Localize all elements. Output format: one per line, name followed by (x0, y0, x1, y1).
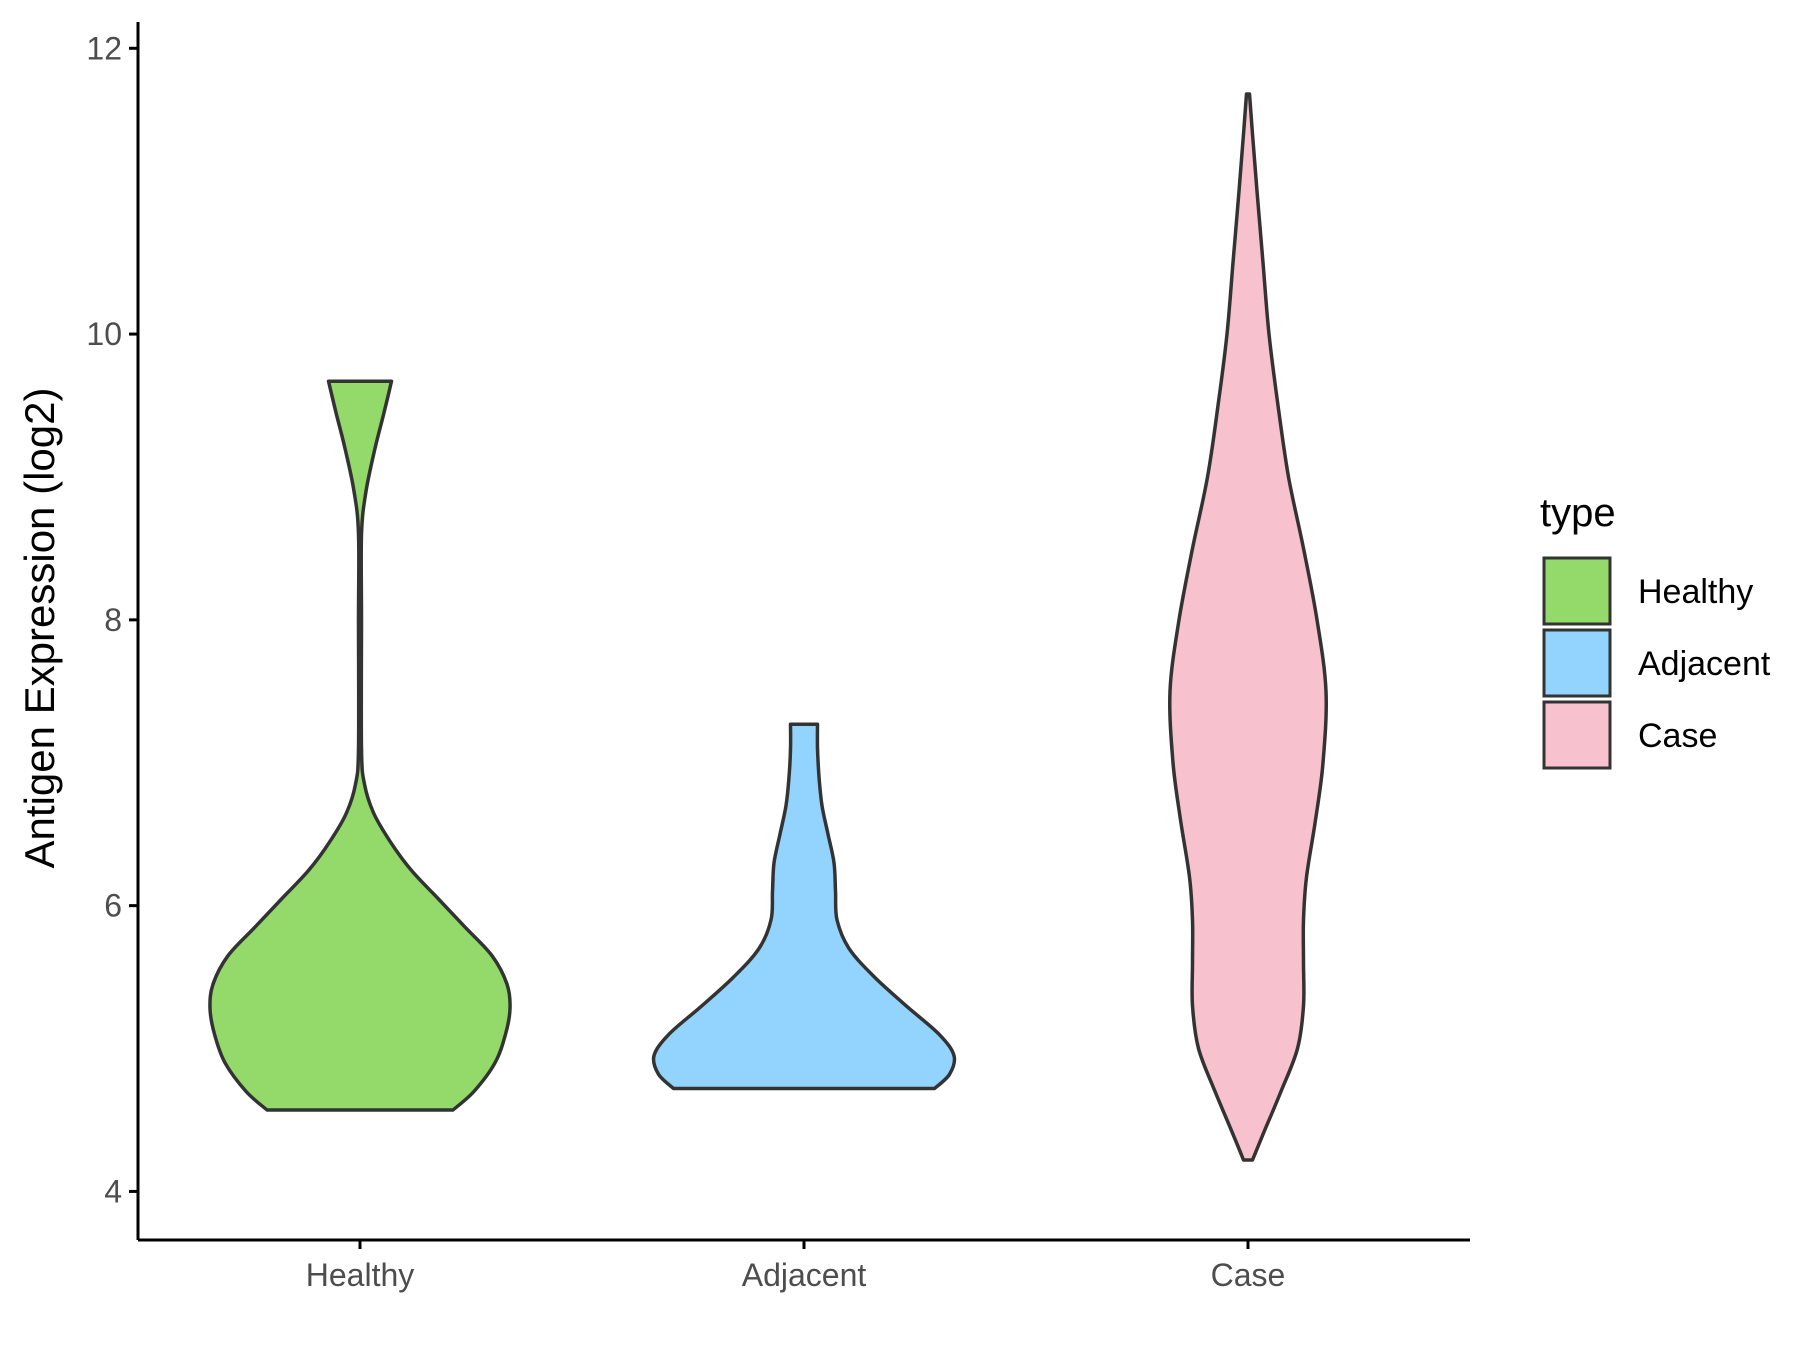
y-tick-label: 6 (104, 888, 122, 924)
legend-swatch-case (1542, 700, 1612, 770)
violin-adjacent (651, 722, 957, 1091)
violin-case (1168, 92, 1328, 1162)
y-tick-label: 10 (86, 316, 122, 352)
legend: type Healthy Adjacent Case (1540, 491, 1771, 770)
y-tick-label: 4 (104, 1173, 122, 1209)
y-axis-title: Antigen Expression (log2) (16, 388, 63, 869)
x-axis: Healthy Adjacent Case (138, 1238, 1470, 1293)
x-tick-label-adjacent: Adjacent (742, 1257, 867, 1293)
legend-swatch-adjacent (1542, 628, 1612, 698)
x-tick-label-healthy: Healthy (306, 1257, 415, 1293)
violins-group (208, 92, 1328, 1162)
violin-healthy (208, 379, 512, 1112)
legend-swatch-healthy (1542, 556, 1612, 626)
y-tick-label: 12 (86, 30, 122, 66)
legend-label-adjacent: Adjacent (1638, 645, 1771, 683)
y-tick-label: 8 (104, 602, 122, 638)
legend-label-case: Case (1638, 717, 1717, 755)
legend-title: type (1540, 491, 1616, 535)
y-axis: 4 6 8 10 12 (86, 22, 140, 1240)
legend-label-healthy: Healthy (1638, 573, 1753, 611)
x-tick-label-case: Case (1211, 1257, 1286, 1293)
